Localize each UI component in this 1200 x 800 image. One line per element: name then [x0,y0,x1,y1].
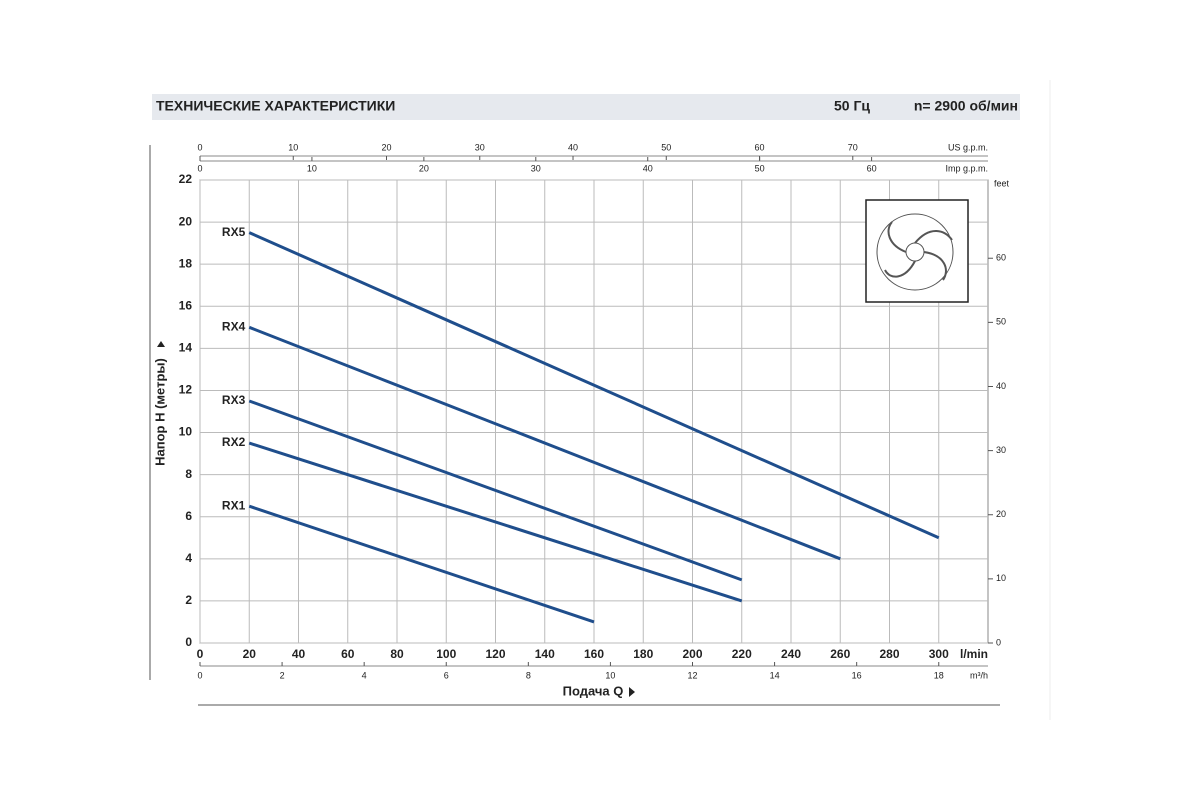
tick-label: 20 [382,142,392,152]
y-tick-label: 6 [185,509,192,523]
x-tick-label: 140 [535,647,555,661]
axis-unit: m³/h [970,670,988,680]
x-tick-label: 40 [292,647,306,661]
frequency: 50 Гц [834,98,870,114]
series-line [248,231,940,540]
y2-unit: feet [994,178,1010,188]
axis-unit: US g.p.m. [948,142,988,152]
y2-tick-label: 0 [996,637,1001,647]
x-tick-label: 100 [436,647,456,661]
y-tick-label: 8 [185,467,192,481]
tick-label: 8 [526,670,531,680]
tick-label: 14 [770,670,780,680]
y-tick-label: 14 [179,341,193,355]
series-label: RX3 [222,393,246,407]
tick-label: 40 [643,163,653,173]
arrow [157,341,165,347]
y2-tick-label: 40 [996,381,1006,391]
series-line [248,441,743,603]
speed: n= 2900 об/мин [914,98,1018,114]
x-tick-label: 60 [341,647,355,661]
header-title: ТЕХНИЧЕСКИЕ ХАРАКТЕРИСТИКИ [156,98,395,114]
impeller-icon [865,199,969,303]
x-tick-label: 20 [243,647,257,661]
y2-tick-label: 20 [996,509,1006,519]
series-line [248,325,841,561]
tick-label: 20 [419,163,429,173]
x-tick-label: 240 [781,647,801,661]
y-tick-label: 22 [179,172,193,186]
tick-label: 30 [531,163,541,173]
tick-label: 16 [852,670,862,680]
x-tick-label: 80 [390,647,404,661]
y-tick-label: 4 [185,551,192,565]
x-tick-label: 220 [732,647,752,661]
tick-label: 30 [475,142,485,152]
series-label: RX1 [222,498,246,512]
tick-label: 60 [755,142,765,152]
y-tick-label: 0 [185,635,192,649]
tick-label: 50 [755,163,765,173]
y-tick-label: 20 [179,214,193,228]
tick-label: 0 [197,163,202,173]
x-tick-label: 280 [879,647,899,661]
x-tick-label: 200 [682,647,702,661]
tick-label: 40 [568,142,578,152]
tick-label: 70 [848,142,858,152]
header-bar [152,94,1020,120]
y-tick-label: 16 [179,298,193,312]
tick-label: 6 [444,670,449,680]
tick-label: 10 [307,163,317,173]
arrow [629,687,635,697]
y-tick-label: 18 [179,256,193,270]
x-unit: l/min [960,647,988,661]
y-tick-label: 2 [185,593,192,607]
x-tick-label: 300 [929,647,949,661]
tick-label: 0 [197,670,202,680]
tick-label: 4 [362,670,367,680]
tick-label: 10 [288,142,298,152]
tick-label: 2 [280,670,285,680]
y2-tick-label: 50 [996,317,1006,327]
series-line [248,399,743,582]
plot: 0 20 40 60 80 100 120 140 160 180 200 220 240 260 280 3… [179,142,1010,680]
y2-tick-label: 30 [996,445,1006,455]
x-tick-label: 120 [485,647,505,661]
y2-tick-label: 60 [996,253,1006,263]
y-tick-label: 12 [179,383,193,397]
tick-label: 12 [687,670,697,680]
x-tick-label: 160 [584,647,604,661]
tick-label: 60 [867,163,877,173]
axis-unit: Imp g.p.m. [945,163,988,173]
x-axis-title: Подача Q [563,683,624,698]
series-label: RX5 [222,225,246,239]
y2-tick-label: 10 [996,573,1006,583]
x-tick-label: 180 [633,647,653,661]
x-tick-label: 260 [830,647,850,661]
tick-label: 0 [197,142,202,152]
tick-label: 18 [934,670,944,680]
series-label: RX4 [222,319,246,333]
series-label: RX2 [222,435,246,449]
tick-label: 10 [605,670,615,680]
tick-label: 50 [661,142,671,152]
y-axis-title: Напор H (метры) [152,358,167,466]
x-tick-label: 0 [197,647,204,661]
series-line [248,504,595,624]
y-tick-label: 10 [179,425,193,439]
